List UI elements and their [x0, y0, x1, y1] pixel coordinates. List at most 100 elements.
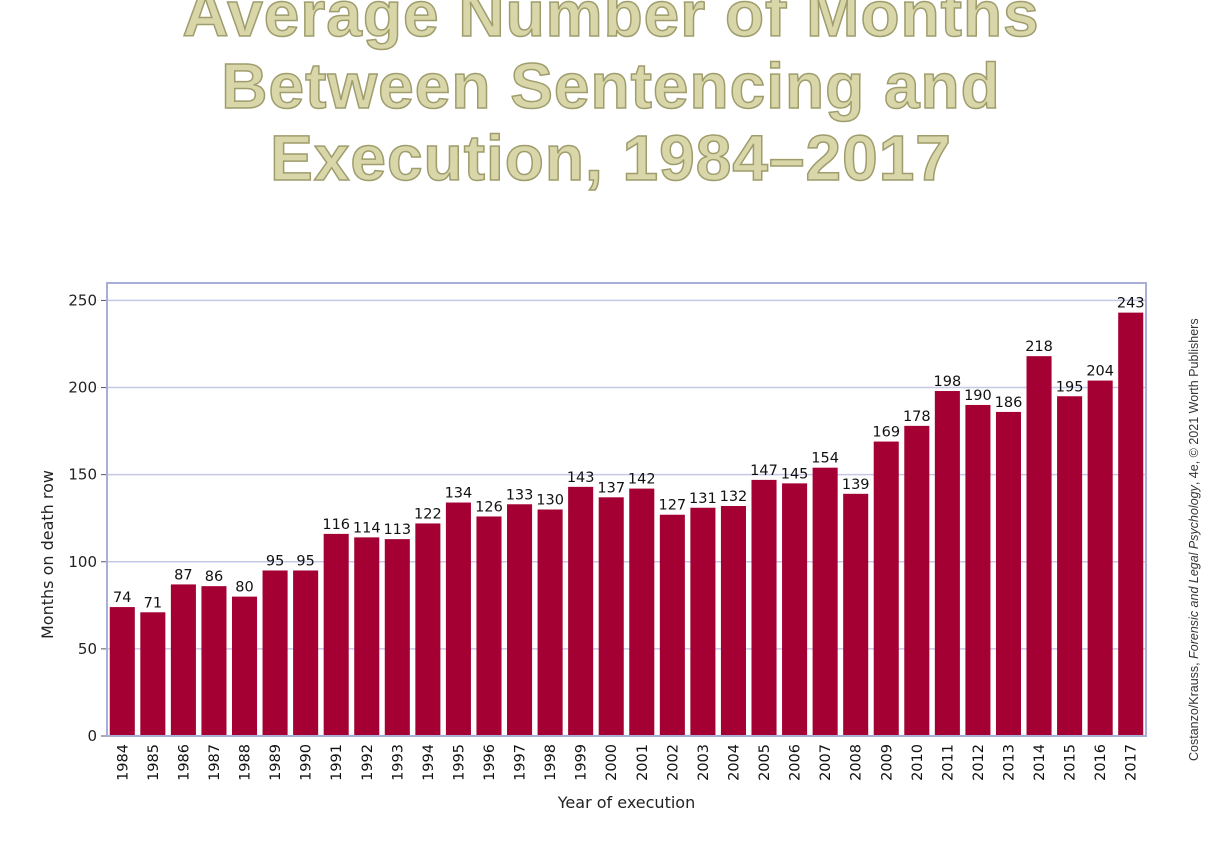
- bar: [598, 497, 624, 736]
- x-tick-label: 1998: [543, 744, 559, 781]
- x-tick-label: 2005: [757, 744, 773, 781]
- data-label: 218: [1025, 339, 1053, 355]
- bar: [109, 607, 135, 736]
- x-tick-label: 2000: [604, 744, 620, 781]
- chart-title-line-1: Average Number of Months: [182, 0, 1040, 51]
- credit-suffix: , 4e, © 2021 Worth Publishers: [1187, 318, 1201, 485]
- bar: [568, 486, 594, 736]
- bar: [507, 504, 533, 736]
- x-tick-label: 1996: [482, 744, 498, 781]
- data-label: 80: [235, 580, 253, 596]
- data-label: 204: [1086, 364, 1114, 380]
- data-label: 122: [414, 506, 442, 522]
- x-tick-label: 1999: [574, 744, 590, 781]
- bar: [537, 509, 563, 736]
- bar: [965, 404, 991, 736]
- y-tick-label: 100: [68, 553, 97, 571]
- x-tick-label: 1994: [421, 744, 437, 781]
- data-label: 139: [842, 477, 870, 493]
- x-tick-label: 2003: [696, 744, 712, 781]
- bar: [782, 483, 808, 736]
- x-tick-label: 2015: [1063, 744, 1079, 781]
- data-label: 145: [781, 466, 809, 482]
- chart-title: Average Number of Months Between Sentenc…: [0, 0, 1222, 195]
- x-tick-label: 1995: [451, 744, 467, 781]
- bar: [843, 493, 869, 736]
- x-tick-label: 2017: [1124, 744, 1140, 781]
- plot-frame: [106, 282, 1147, 737]
- y-axis-title: Months on death row: [38, 470, 57, 639]
- x-tick-label: 2013: [1001, 744, 1017, 781]
- data-label: 113: [383, 522, 411, 538]
- x-tick-label: 1988: [238, 744, 254, 781]
- x-tick-label: 2011: [940, 744, 956, 781]
- bar: [629, 488, 655, 736]
- y-tick-label: 200: [68, 379, 97, 397]
- bar: [720, 506, 746, 736]
- x-tick-label: 2007: [818, 744, 834, 781]
- data-label: 147: [750, 463, 778, 479]
- data-label: 154: [811, 451, 839, 467]
- bar: [415, 523, 441, 736]
- data-label: 169: [872, 425, 900, 441]
- credit-prefix: Costanzo/Krauss,: [1187, 659, 1201, 761]
- x-tick-label: 2001: [635, 744, 651, 781]
- x-tick-label: 1993: [390, 744, 406, 781]
- data-label: 142: [628, 472, 656, 488]
- bar: [476, 516, 502, 736]
- data-label: 130: [536, 493, 564, 509]
- data-label: 116: [322, 517, 350, 533]
- data-label: 95: [266, 553, 284, 569]
- x-tick-label: 1984: [115, 744, 131, 781]
- x-tick-label: 1990: [299, 744, 315, 781]
- bar: [659, 514, 685, 736]
- bar: [934, 391, 960, 736]
- bar: [995, 411, 1022, 736]
- x-tick-label: 1985: [146, 744, 162, 781]
- x-tick-label: 2002: [665, 744, 681, 781]
- data-label: 143: [567, 470, 595, 486]
- bar: [170, 584, 196, 736]
- x-tick-label: 2014: [1032, 744, 1048, 781]
- y-tick-label: 0: [87, 727, 97, 745]
- data-label: 114: [353, 520, 381, 536]
- data-label: 131: [689, 491, 717, 507]
- bar: [904, 425, 930, 736]
- bar: [751, 479, 777, 736]
- bar: [293, 570, 319, 736]
- data-label: 71: [144, 595, 162, 611]
- bar: [201, 586, 227, 736]
- bar: [323, 533, 349, 736]
- x-tick-label: 1986: [176, 744, 192, 781]
- bar: [445, 502, 471, 736]
- x-tick-label: 1991: [329, 744, 345, 781]
- x-tick-label: 2009: [879, 744, 895, 781]
- data-label: 86: [205, 569, 223, 585]
- y-tick-label: 50: [78, 640, 97, 658]
- x-tick-label: 1987: [207, 744, 223, 781]
- source-credit: Costanzo/Krauss, Forensic and Legal Psyc…: [1187, 318, 1201, 761]
- bar: [354, 537, 380, 736]
- x-tick-label: 1992: [360, 744, 376, 781]
- x-tick-label: 1997: [513, 744, 529, 781]
- svg-text:Costanzo/Krauss, Forensic and: Costanzo/Krauss, Forensic and Legal Psyc…: [1187, 318, 1201, 761]
- credit-book: Forensic and Legal Psychology: [1187, 484, 1201, 658]
- data-label: 126: [475, 499, 503, 515]
- x-axis-title: Year of execution: [557, 793, 695, 812]
- x-tick-label: 2012: [971, 744, 987, 781]
- data-label: 74: [113, 590, 131, 606]
- bar: [140, 612, 166, 736]
- x-tick-label: 2006: [788, 744, 804, 781]
- bar: [1026, 356, 1052, 736]
- x-tick-label: 2010: [910, 744, 926, 781]
- data-label: 198: [934, 374, 962, 390]
- x-tick-label: 2004: [726, 744, 742, 781]
- chart-title-line-3: Execution, 1984–2017: [269, 121, 952, 195]
- bar: [231, 596, 258, 736]
- y-tick-label: 150: [68, 466, 97, 484]
- data-label: 87: [174, 567, 192, 583]
- data-label: 190: [964, 388, 992, 404]
- data-label: 132: [720, 489, 748, 505]
- data-label: 195: [1056, 379, 1084, 395]
